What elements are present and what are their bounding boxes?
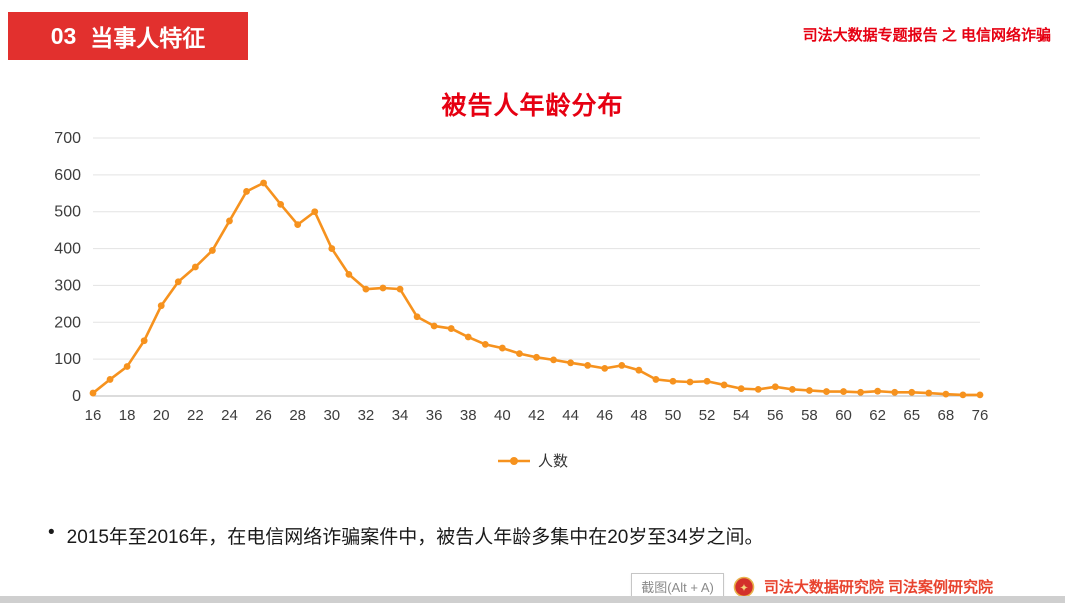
- svg-text:22: 22: [187, 407, 204, 424]
- report-title: 司法大数据专题报告 之 电信网络诈骗: [802, 27, 1051, 44]
- svg-text:38: 38: [460, 407, 477, 424]
- svg-text:52: 52: [699, 407, 716, 424]
- svg-text:500: 500: [54, 204, 81, 221]
- svg-text:28: 28: [289, 407, 306, 424]
- svg-text:26: 26: [255, 407, 272, 424]
- svg-text:76: 76: [972, 407, 989, 424]
- svg-text:40: 40: [494, 407, 511, 424]
- svg-text:62: 62: [869, 407, 886, 424]
- svg-text:56: 56: [767, 407, 784, 424]
- svg-text:65: 65: [903, 407, 920, 424]
- section-number: 03: [50, 22, 77, 49]
- age-distribution-chart: 0 100 200 300 400 500 600 700 16 18 20 22 24 26 28 30 32…: [54, 130, 989, 424]
- svg-text:24: 24: [221, 407, 238, 424]
- chart-legend: 人数: [0, 450, 1065, 471]
- svg-text:60: 60: [835, 407, 852, 424]
- svg-text:48: 48: [631, 407, 648, 424]
- svg-text:300: 300: [54, 277, 81, 294]
- svg-text:16: 16: [85, 407, 102, 424]
- svg-text:18: 18: [119, 407, 136, 424]
- svg-text:600: 600: [54, 167, 81, 184]
- bullet-text: 2015年至2016年，在电信网络诈骗案件中，被告人年龄多集中在20岁至34岁之…: [66, 527, 764, 548]
- svg-text:400: 400: [54, 241, 81, 258]
- bullet-marker: •: [48, 522, 55, 543]
- svg-text:46: 46: [596, 407, 613, 424]
- summary-bullet: • 2015年至2016年，在电信网络诈骗案件中，被告人年龄多集中在20岁至34…: [48, 522, 763, 549]
- svg-text:44: 44: [562, 407, 579, 424]
- svg-text:30: 30: [323, 407, 340, 424]
- chart-title: 被告人年龄分布: [441, 92, 624, 120]
- bottom-edge-bar: [0, 596, 1065, 603]
- svg-text:50: 50: [665, 407, 682, 424]
- organization-label: 司法大数据研究院 司法案例研究院: [763, 579, 993, 596]
- legend-label: 人数: [537, 453, 568, 470]
- svg-text:20: 20: [153, 407, 170, 424]
- svg-text:700: 700: [54, 130, 81, 147]
- section-label: 当事人特征: [90, 25, 206, 51]
- svg-text:36: 36: [426, 407, 443, 424]
- svg-text:54: 54: [733, 407, 750, 424]
- emblem-logo-icon: ✦: [733, 576, 755, 597]
- svg-text:68: 68: [938, 407, 955, 424]
- svg-text:✦: ✦: [739, 582, 748, 594]
- svg-text:58: 58: [801, 407, 818, 424]
- svg-text:32: 32: [358, 407, 375, 424]
- svg-text:34: 34: [392, 407, 409, 424]
- svg-text:200: 200: [54, 314, 81, 331]
- section-badge: 03 当事人特征: [8, 12, 248, 60]
- legend-line-icon: [497, 456, 530, 465]
- svg-text:42: 42: [528, 407, 545, 424]
- svg-text:100: 100: [54, 351, 81, 368]
- svg-text:0: 0: [72, 388, 81, 405]
